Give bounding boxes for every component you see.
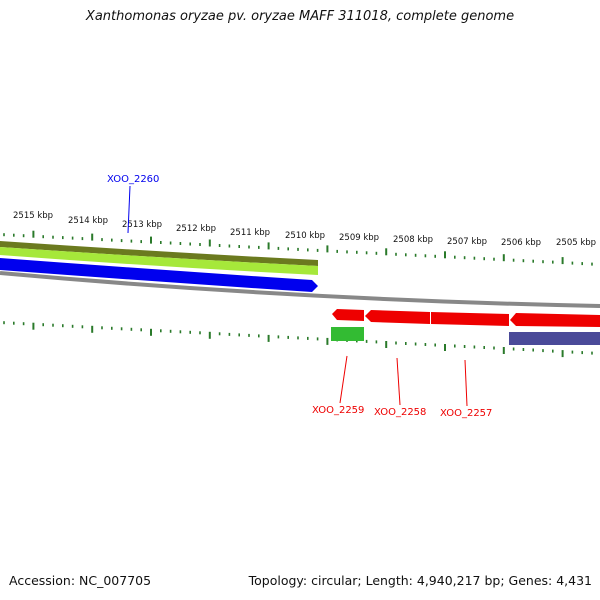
scale-label: 2506 kbp xyxy=(501,238,541,248)
scale-label: 2510 kbp xyxy=(285,231,325,241)
label-xoo-2258[interactable]: XOO_2258 xyxy=(374,407,426,418)
scale-label: 2511 kbp xyxy=(230,228,270,238)
scale-label: 2512 kbp xyxy=(176,224,216,234)
scale-labels: 2515 kbp 2514 kbp 2513 kbp 2512 kbp 2511 kbp… xyxy=(13,211,596,248)
leader-xoo-2260 xyxy=(127,185,131,234)
genome-title: Xanthomonas oryzae pv. oryzae MAFF 31101… xyxy=(85,9,515,24)
gene-xoo-2257[interactable] xyxy=(431,312,509,326)
leader-xoo-2257 xyxy=(464,359,468,407)
gene-xoo-2260[interactable] xyxy=(0,258,318,292)
gene-reverse-partial[interactable] xyxy=(510,313,600,327)
scale-label: 2508 kbp xyxy=(393,235,433,245)
accession-text: Accession: NC_007705 xyxy=(9,573,152,588)
scale-label: 2513 kbp xyxy=(122,220,162,230)
scale-label: 2505 kbp xyxy=(556,238,596,248)
label-xoo-2260[interactable]: XOO_2260 xyxy=(107,174,159,185)
leader-xoo-2258 xyxy=(396,357,401,406)
genome-summary: Topology: circular; Length: 4,940,217 bp… xyxy=(248,573,592,588)
scale-label: 2515 kbp xyxy=(13,211,53,221)
label-xoo-2259[interactable]: XOO_2259 xyxy=(312,405,364,416)
gene-xoo-2259[interactable] xyxy=(332,309,364,321)
purple-feature[interactable] xyxy=(509,332,600,345)
outer-tick-row xyxy=(3,230,593,266)
lime-track xyxy=(0,247,318,275)
genome-backbone xyxy=(0,271,600,308)
olive-track xyxy=(0,241,318,266)
green-feature[interactable] xyxy=(331,327,364,341)
inner-tick-row xyxy=(3,321,593,358)
gene-xoo-2258[interactable] xyxy=(365,310,430,324)
leader-xoo-2259 xyxy=(339,355,348,404)
scale-label: 2507 kbp xyxy=(447,237,487,247)
scale-label: 2509 kbp xyxy=(339,233,379,243)
label-xoo-2257[interactable]: XOO_2257 xyxy=(440,408,492,419)
scale-label: 2514 kbp xyxy=(68,216,108,226)
